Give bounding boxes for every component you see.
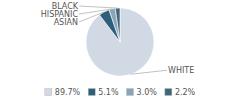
- leader-line: [79, 12, 104, 22]
- pie-slice: [109, 8, 120, 42]
- legend-item: 89.7%: [45, 88, 81, 97]
- legend-item: 2.2%: [165, 88, 196, 97]
- slice-labels: BLACKHISPANICASIANWHITE: [41, 2, 194, 75]
- leader-line: [79, 9, 112, 14]
- pie-slice: [86, 8, 154, 76]
- leader-line: [131, 70, 167, 74]
- legend-label: 89.7%: [55, 88, 81, 97]
- pie: [86, 8, 154, 76]
- legend-label: 2.2%: [175, 88, 196, 97]
- legend-swatch: [165, 89, 172, 96]
- legend-swatch: [127, 89, 134, 96]
- legend-item: 3.0%: [127, 88, 158, 97]
- legend: 89.7% 5.1% 3.0% 2.2%: [45, 88, 196, 97]
- legend-swatch: [45, 89, 52, 96]
- leader-line: [79, 6, 118, 8]
- pie-slice: [115, 8, 120, 42]
- legend-swatch: [88, 89, 95, 96]
- legend-item: 5.1%: [88, 88, 119, 97]
- slice-label: ASIAN: [54, 18, 78, 27]
- legend-label: 5.1%: [98, 88, 119, 97]
- slice-label: WHITE: [168, 66, 194, 75]
- legend-label: 3.0%: [137, 88, 158, 97]
- chart: BLACKHISPANICASIANWHITE89.7%5.1%3.0%2.2%: [0, 0, 240, 100]
